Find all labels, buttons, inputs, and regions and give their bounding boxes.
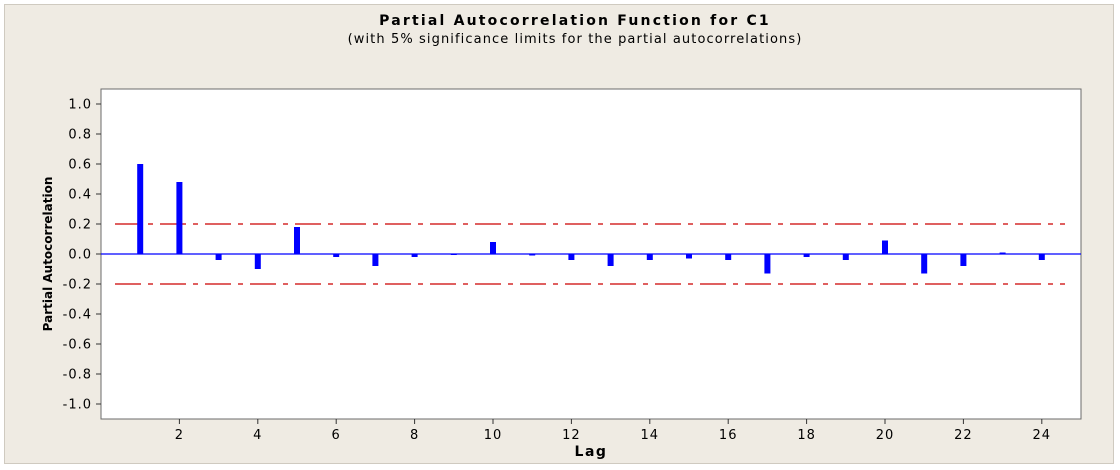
pacf-bar-lag-13 [607,254,614,266]
y-tick-label: -0.4 [63,308,92,323]
y-tick-label: -0.6 [63,338,92,353]
x-tick-label: 8 [410,428,419,443]
chart-subtitle: (with 5% significance limits for the par… [348,32,803,47]
pacf-bar-lag-17 [764,254,771,274]
pacf-bar-lag-10 [490,242,496,254]
x-tick-label: 10 [484,428,503,443]
pacf-bar-lag-24 [1038,254,1045,260]
y-tick-label: 0.4 [68,188,92,203]
x-tick-label: 4 [253,428,262,443]
y-tick-label: 1.0 [68,98,92,113]
x-tick-label: 2 [175,428,184,443]
bars-layer [137,164,1045,274]
pacf-bar-lag-11 [529,254,536,256]
y-tick-label: -0.8 [63,368,92,383]
chart-title: Partial Autocorrelation Function for C1 [379,13,771,29]
pacf-bar-lag-7 [372,254,379,266]
pacf-bar-lag-20 [882,240,888,254]
y-tick-label: 0.0 [68,248,92,263]
pacf-bar-lag-1 [137,164,144,254]
x-tick-label: 24 [1033,428,1052,443]
pacf-bar-lag-23 [999,252,1006,254]
pacf-bar-lag-2 [176,182,183,254]
y-tick-label: 0.6 [68,158,92,173]
chart-frame: Partial Autocorrelation Function for C1 … [4,4,1114,464]
pacf-bar-lag-5 [294,227,300,254]
y-tick-label: -1.0 [63,398,92,413]
pacf-bar-lag-8 [411,254,418,257]
ticks-layer: 1.00.80.60.40.20.0-0.2-0.4-0.6-0.8-1.02 4… [63,98,1052,444]
pacf-bar-lag-22 [960,254,967,266]
x-tick-label: 14 [641,428,660,443]
pacf-bar-lag-18 [803,254,810,257]
x-tick-label: 6 [332,428,341,443]
y-axis-title: Partial Autocorrelation [41,177,55,332]
pacf-bar-lag-16 [725,254,732,260]
x-tick-label: 18 [797,428,816,443]
pacf-bar-lag-4 [254,254,261,269]
x-axis-title: Lag [575,444,608,460]
pacf-bar-lag-9 [450,254,457,255]
pacf-bar-lag-15 [686,254,692,259]
pacf-bar-lag-12 [568,254,575,260]
pacf-bar-lag-3 [215,254,222,260]
x-tick-label: 20 [876,428,895,443]
y-tick-label: -0.2 [63,278,92,293]
y-tick-label: 0.8 [68,128,92,143]
pacf-bar-lag-14 [646,254,653,260]
y-tick-label: 0.2 [68,218,92,233]
pacf-bar-lag-19 [842,254,849,260]
limits-layer [101,223,1081,285]
x-tick-label: 22 [954,428,973,443]
pacf-chart: Partial Autocorrelation Function for C1 … [41,13,1082,460]
x-tick-label: 16 [719,428,738,443]
pacf-bar-lag-6 [333,254,340,257]
pacf-bar-lag-21 [921,254,928,274]
x-tick-label: 12 [562,428,581,443]
